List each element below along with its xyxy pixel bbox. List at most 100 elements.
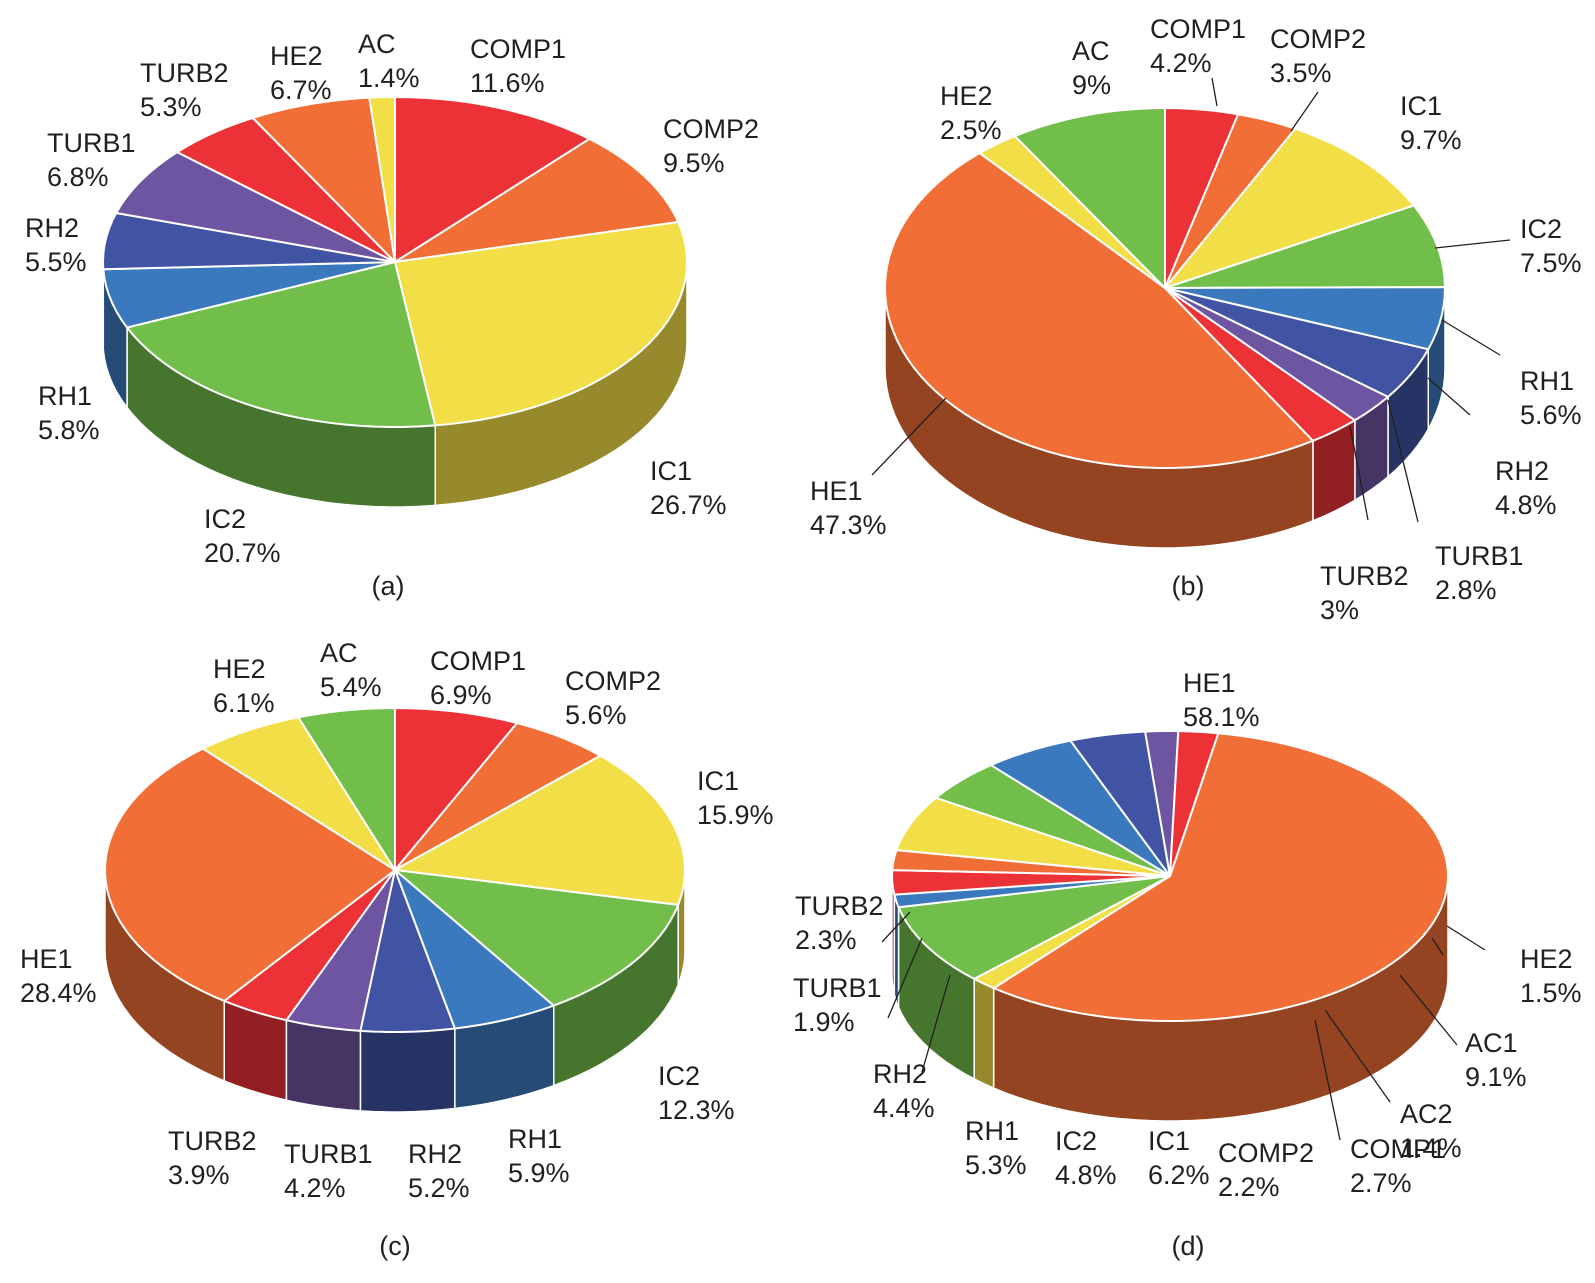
slice-name: COMP2 xyxy=(1218,1138,1314,1168)
leader-line xyxy=(1314,1019,1341,1141)
slice-name: RH2 xyxy=(408,1139,462,1169)
slice-value: 1.4% xyxy=(358,63,420,93)
leader-line xyxy=(1324,1009,1391,1103)
slice-value: 5.9% xyxy=(508,1158,570,1188)
pie-side-rh2 xyxy=(359,1027,456,1113)
chart-caption: (c) xyxy=(379,1231,410,1261)
leader-line xyxy=(881,911,911,943)
slice-label-ic2: IC2 7.5% xyxy=(1520,214,1582,278)
slice-name: TURB2 xyxy=(795,891,884,921)
slice-label-rh2: RH2 5.2% xyxy=(408,1139,470,1203)
slice-label-he1: HE1 47.3% xyxy=(810,476,887,540)
pie-slice-rh2 xyxy=(1069,730,1171,877)
slice-label-ic1: IC1 9.7% xyxy=(1400,91,1462,155)
slice-value: 4.2% xyxy=(284,1173,346,1203)
slice-label-comp1: COMP1 11.6% xyxy=(470,34,566,98)
slice-label-ic2: IC2 12.3% xyxy=(658,1061,735,1125)
slice-value: 5.6% xyxy=(565,700,627,730)
pie-slice-ic2 xyxy=(934,764,1171,877)
pie-slice-turb1 xyxy=(285,869,396,1032)
slice-value: 28.4% xyxy=(20,978,97,1008)
slice-label-turb1: TURB1 4.2% xyxy=(284,1139,373,1203)
slice-label-he2: HE2 1.5% xyxy=(1520,944,1582,1008)
slice-name: AC2 xyxy=(1400,1099,1453,1129)
slice-value: 1.5% xyxy=(1520,978,1582,1008)
leader-line xyxy=(1431,937,1444,956)
slice-name: HE2 xyxy=(213,654,266,684)
pie-slice-comp2 xyxy=(394,722,602,871)
pie-slice-ac xyxy=(368,96,396,263)
slice-name: COMP2 xyxy=(663,114,759,144)
slice-value: 6.9% xyxy=(430,680,492,710)
pie-side-he2 xyxy=(973,977,995,1090)
slice-name: AC1 xyxy=(1465,1028,1518,1058)
slice-name: RH1 xyxy=(508,1124,562,1154)
slice-value: 9% xyxy=(1072,70,1111,100)
slice-value: 6.8% xyxy=(47,162,109,192)
pie-slice-ac xyxy=(297,707,396,871)
slice-value: 5.2% xyxy=(408,1173,470,1203)
slice-value: 7.5% xyxy=(1520,248,1582,278)
slice-name: HE2 xyxy=(270,41,323,71)
pie-slice-rh1 xyxy=(1164,286,1446,351)
slice-value: 4.4% xyxy=(873,1093,935,1123)
slice-label-comp2: COMP2 2.2% xyxy=(1218,1138,1314,1202)
pie-slice-ic1 xyxy=(394,220,688,427)
slice-value: 3.9% xyxy=(168,1160,230,1190)
leader-line xyxy=(871,397,947,476)
slice-name: AC xyxy=(320,638,358,668)
slice-value: 4.8% xyxy=(1495,490,1557,520)
pie-chart-b: COMP1 4.2%COMP2 3.5%IC1 9.7%IC2 7.5%RH1 5.6%R… xyxy=(810,14,1582,625)
slice-name: TURB2 xyxy=(168,1126,257,1156)
slice-name: RH1 xyxy=(38,381,92,411)
slice-value: 20.7% xyxy=(204,538,281,568)
slice-value: 6.7% xyxy=(270,75,332,105)
slice-value: 15.9% xyxy=(697,800,774,830)
pie-slice-rh2 xyxy=(1164,287,1430,398)
slice-label-he1: HE1 28.4% xyxy=(20,944,97,1008)
pie-slices xyxy=(102,96,688,428)
pie-slice-ic1 xyxy=(895,796,1171,877)
slice-label-rh1: RH1 5.8% xyxy=(38,381,100,445)
slice-name: IC2 xyxy=(204,504,246,534)
slice-label-rh2: RH2 4.8% xyxy=(1495,456,1557,520)
leader-line xyxy=(1349,425,1369,521)
slice-value: 5.5% xyxy=(25,247,87,277)
pie-slice-turb2 xyxy=(223,869,396,1022)
slice-name: COMP2 xyxy=(1270,24,1366,54)
slice-name: COMP1 xyxy=(1350,1134,1446,1164)
pie-slice-ic1 xyxy=(1164,127,1415,289)
slice-value: 5.6% xyxy=(1520,400,1582,430)
slice-label-rh2: RH2 5.5% xyxy=(25,213,87,277)
slice-name: COMP1 xyxy=(470,34,566,64)
slice-label-ic1: IC1 15.9% xyxy=(697,766,774,830)
slice-label-comp2: COMP2 9.5% xyxy=(663,114,759,178)
slice-value: 2.2% xyxy=(1218,1172,1280,1202)
chart-caption: (b) xyxy=(1172,571,1205,601)
slice-label-turb2: TURB2 5.3% xyxy=(140,58,229,122)
slice-label-rh2: RH2 4.4% xyxy=(873,1059,935,1123)
slice-name: RH1 xyxy=(1520,366,1574,396)
leader-line xyxy=(921,974,951,1073)
leader-line xyxy=(1427,377,1471,416)
slice-label-ac: AC 1.4% xyxy=(358,29,420,93)
slice-label-he2: HE2 6.7% xyxy=(270,41,332,105)
slice-label-ic1: IC1 6.2% xyxy=(1148,1126,1210,1190)
slice-name: TURB1 xyxy=(793,973,882,1003)
pie-sides xyxy=(884,287,1446,549)
slice-label-ac2: AC2 1.4% xyxy=(1400,1099,1462,1163)
slice-name: TURB1 xyxy=(1435,541,1524,571)
leader-line xyxy=(1441,319,1501,356)
pie-chart-d: HE1 58.1%HE2 1.5%AC1 9.1%AC2 1.4%COMP1 2.7%CO… xyxy=(793,668,1582,1261)
slice-name: COMP1 xyxy=(430,646,526,676)
pie-slice-ic1 xyxy=(394,754,686,906)
slice-label-he1: HE1 58.1% xyxy=(1183,668,1260,732)
slice-name: TURB2 xyxy=(1320,561,1409,591)
slice-name: HE2 xyxy=(1520,944,1573,974)
slice-value: 4.2% xyxy=(1150,48,1212,78)
pie-slice-turb2 xyxy=(1169,730,1220,877)
leader-line xyxy=(1211,77,1218,107)
slice-value: 2.5% xyxy=(940,115,1002,145)
slice-name: HE2 xyxy=(940,81,993,111)
slice-label-comp1: COMP1 6.9% xyxy=(430,646,526,710)
